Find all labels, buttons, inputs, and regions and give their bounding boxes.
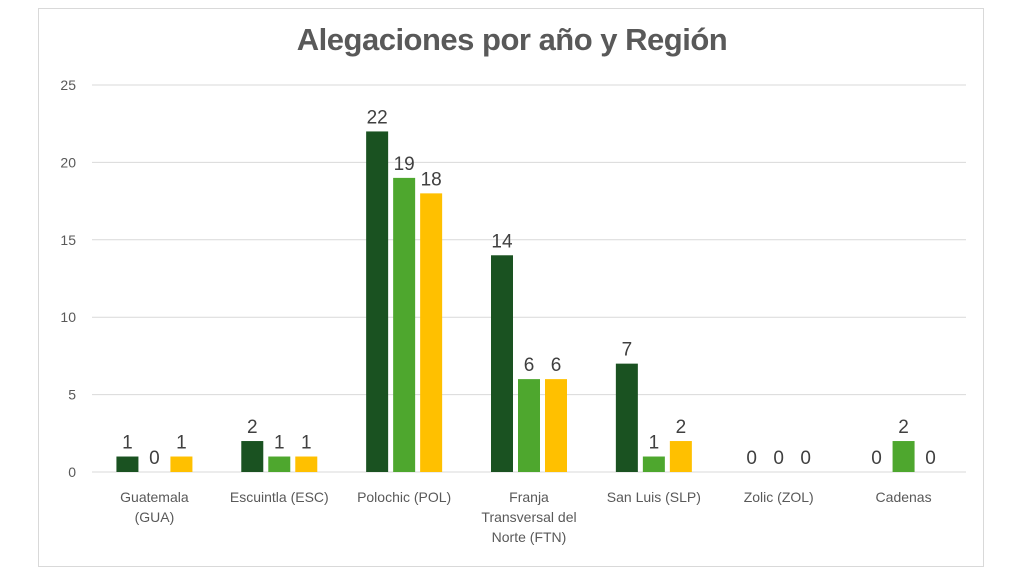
bar bbox=[393, 177, 416, 472]
y-tick-label: 10 bbox=[60, 309, 76, 325]
data-label: 1 bbox=[301, 433, 312, 454]
bar bbox=[491, 255, 513, 472]
data-label: 0 bbox=[746, 448, 757, 469]
data-label: 6 bbox=[551, 355, 562, 376]
data-label: 2 bbox=[247, 417, 258, 438]
y-tick-label: 15 bbox=[60, 232, 76, 248]
data-label: 19 bbox=[394, 154, 415, 175]
y-tick-label: 0 bbox=[68, 464, 76, 480]
bar bbox=[642, 456, 665, 472]
x-tick-label: Cadenas bbox=[876, 489, 932, 505]
x-tick-label: San Luis (SLP) bbox=[607, 489, 701, 505]
bar bbox=[295, 456, 318, 472]
chart-title: Alegaciones por año y Región bbox=[296, 22, 728, 57]
x-tick-label: Franja bbox=[509, 489, 549, 505]
y-tick-label: 20 bbox=[60, 154, 76, 170]
y-tick-label: 5 bbox=[68, 387, 76, 403]
data-label: 0 bbox=[925, 448, 936, 469]
data-label: 1 bbox=[274, 433, 285, 454]
data-label: 1 bbox=[122, 433, 133, 454]
data-label: 22 bbox=[367, 107, 388, 128]
bar bbox=[170, 456, 193, 472]
data-label: 1 bbox=[176, 433, 187, 454]
data-label: 14 bbox=[491, 231, 513, 252]
x-tick-label: Guatemala bbox=[120, 489, 189, 505]
bar bbox=[545, 379, 567, 472]
x-tick-label: Polochic (POL) bbox=[357, 489, 451, 505]
x-tick-label: Norte (FTN) bbox=[492, 529, 567, 545]
data-label: 0 bbox=[773, 448, 784, 469]
data-label: 6 bbox=[524, 355, 535, 376]
data-label: 2 bbox=[676, 417, 687, 438]
bar bbox=[268, 456, 291, 472]
data-label: 0 bbox=[149, 448, 160, 469]
bar bbox=[420, 193, 443, 473]
x-tick-label: Zolic (ZOL) bbox=[744, 489, 814, 505]
bar bbox=[518, 379, 540, 472]
bar bbox=[669, 441, 692, 472]
bar bbox=[241, 441, 264, 472]
bar bbox=[615, 363, 638, 472]
data-label: 2 bbox=[898, 417, 909, 438]
y-tick-label: 25 bbox=[60, 77, 76, 93]
data-label: 7 bbox=[622, 340, 633, 361]
bar bbox=[116, 456, 139, 472]
bar bbox=[892, 441, 915, 472]
chart-frame bbox=[38, 8, 984, 567]
data-label: 1 bbox=[649, 433, 660, 454]
data-label: 18 bbox=[421, 169, 442, 190]
x-tick-label: Escuintla (ESC) bbox=[230, 489, 329, 505]
data-label: 0 bbox=[800, 448, 811, 469]
x-tick-label: Transversal del bbox=[481, 509, 576, 525]
bar bbox=[366, 131, 389, 472]
x-tick-label: (GUA) bbox=[135, 509, 175, 525]
data-label: 0 bbox=[871, 448, 882, 469]
